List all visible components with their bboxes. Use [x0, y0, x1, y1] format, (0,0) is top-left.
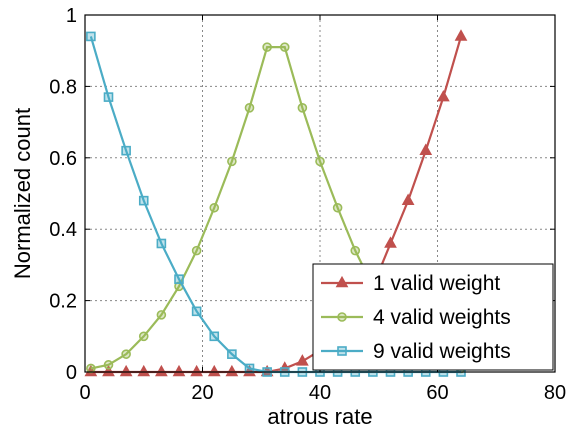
data-point — [209, 331, 220, 342]
legend-label: 9 valid weights — [373, 340, 511, 363]
data-point — [156, 238, 167, 249]
data-point — [191, 245, 202, 256]
data-point — [191, 306, 202, 317]
data-point — [350, 245, 361, 256]
ticks-layer: 0 20 40 60 80 0 0.2 0.4 0.6 0.8 1 — [49, 5, 566, 404]
legend-label: 4 valid weights — [373, 306, 511, 329]
data-point — [121, 145, 131, 156]
x-tick-label: 40 — [309, 382, 331, 404]
legend: 1 valid weight 4 valid weights 9 valid wei… — [312, 263, 554, 371]
x-tick-label: 80 — [544, 382, 566, 404]
legend-item: 4 valid weights — [321, 306, 511, 329]
data-point — [401, 193, 415, 205]
data-point — [137, 364, 151, 377]
legend-marker — [337, 346, 347, 356]
data-point — [156, 310, 167, 320]
data-point — [138, 195, 149, 206]
y-tick-label: 0.4 — [49, 219, 77, 241]
data-point — [454, 29, 468, 41]
data-point — [174, 274, 184, 284]
data-point — [384, 236, 397, 248]
data-point — [225, 364, 239, 377]
data-point — [315, 156, 325, 167]
data-point — [190, 364, 203, 377]
data-point — [103, 360, 114, 370]
data-point — [227, 156, 237, 167]
legend-marker — [337, 312, 347, 322]
y-tick-label: 0.8 — [49, 76, 77, 98]
data-point — [244, 363, 255, 374]
series-1-valid-weight — [84, 29, 468, 377]
data-point — [227, 349, 237, 359]
data-point — [86, 31, 96, 42]
data-point — [244, 103, 255, 113]
data-point — [297, 103, 308, 113]
data-point — [102, 364, 115, 377]
y-tick-label: 0 — [66, 362, 77, 384]
legend-item: 1 valid weight — [321, 272, 500, 295]
data-point — [103, 92, 114, 102]
legend-marker — [335, 275, 349, 288]
data-point — [279, 42, 290, 52]
data-point — [419, 143, 433, 155]
data-point — [437, 89, 450, 102]
data-point — [262, 42, 272, 52]
y-axis-label: Normalized count — [10, 108, 35, 279]
data-point — [296, 354, 309, 366]
data-point — [332, 202, 343, 213]
y-tick-label: 0.6 — [49, 148, 77, 170]
data-point — [243, 364, 256, 377]
x-tick-label: 20 — [191, 382, 213, 404]
data-point — [207, 364, 221, 377]
x-tick-label: 60 — [426, 382, 448, 404]
data-point — [172, 364, 186, 377]
y-tick-label: 0.2 — [49, 291, 77, 313]
data-point — [155, 364, 168, 377]
data-point — [119, 364, 133, 377]
y-tick-label: 1 — [66, 5, 77, 27]
legend-item: 9 valid weights — [321, 340, 511, 363]
data-point — [121, 349, 131, 359]
data-point — [86, 363, 96, 374]
data-point — [138, 331, 149, 342]
legend-label: 1 valid weight — [373, 272, 500, 295]
x-tick-label: 0 — [79, 382, 90, 404]
x-axis-label: atrous rate — [267, 404, 372, 429]
data-point — [209, 202, 220, 213]
